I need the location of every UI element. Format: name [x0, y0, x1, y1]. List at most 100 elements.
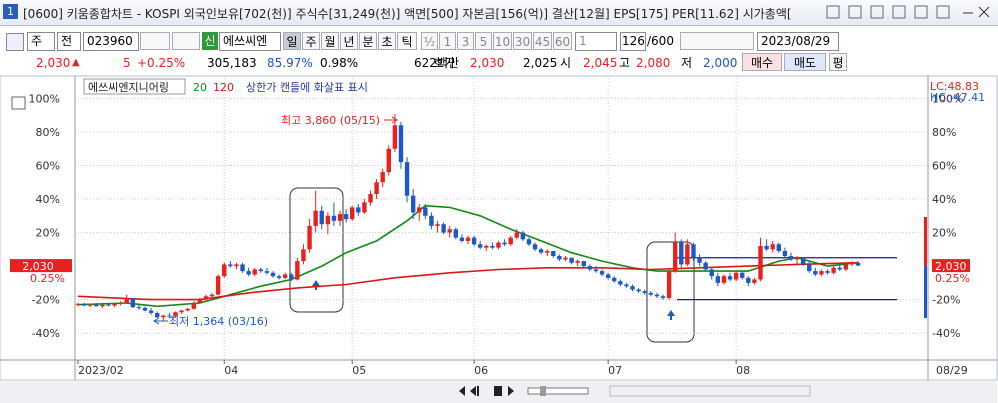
- candle-body: [599, 271, 605, 275]
- candle-body: [276, 276, 282, 278]
- candle-body: [124, 297, 129, 303]
- candle-body: [636, 289, 641, 292]
- candle-body: [776, 244, 781, 252]
- candle-body: [94, 304, 99, 307]
- high-label: 고: [619, 56, 631, 70]
- candle-body: [106, 304, 111, 306]
- minute-button[interactable]: 60: [553, 32, 572, 50]
- candle-body: [477, 244, 483, 248]
- interval-button[interactable]: 주: [302, 32, 320, 50]
- avg-button[interactable]: 평: [829, 53, 847, 71]
- date-input[interactable]: 2023/08/29: [757, 32, 839, 51]
- tool-buttons[interactable]: [680, 32, 754, 50]
- candle-body: [313, 210, 318, 226]
- candle-body: [161, 315, 166, 318]
- interval-button[interactable]: 년: [340, 32, 358, 50]
- search-button[interactable]: [140, 32, 170, 50]
- candle-body: [733, 272, 739, 280]
- minute-button[interactable]: 10: [493, 32, 512, 50]
- y-tick-label: 80%: [36, 126, 60, 139]
- candle-body: [179, 310, 184, 313]
- candle-body: [343, 214, 349, 220]
- new-badge[interactable]: 신: [202, 32, 218, 50]
- x-tick-label: 2023/02: [78, 364, 124, 377]
- stock-name: 에쓰씨엔지: [219, 32, 281, 51]
- sound-button[interactable]: [172, 32, 200, 50]
- candle-body: [222, 264, 227, 277]
- candle-body: [764, 245, 769, 250]
- minute-button[interactable]: 45: [533, 32, 552, 50]
- grid-icon[interactable]: [11, 96, 26, 110]
- y-tick-label-right: 20%: [932, 227, 956, 240]
- candle-body: [282, 274, 288, 278]
- period-select[interactable]: 주: [27, 32, 55, 51]
- half-button[interactable]: ½: [421, 32, 438, 50]
- candle-body: [252, 269, 257, 275]
- price-arrow: ▲: [72, 57, 80, 68]
- candle-body: [551, 251, 556, 257]
- window-icon[interactable]: 1: [3, 4, 18, 19]
- candle-body: [691, 244, 696, 258]
- candle-body: [514, 232, 519, 238]
- highlight-box: [289, 187, 344, 313]
- candle-body: [746, 277, 751, 283]
- candle-body: [459, 237, 465, 241]
- candle-body: [246, 271, 251, 275]
- ask: 2,030: [470, 56, 505, 70]
- candle-body: [612, 277, 617, 282]
- candle-body: [356, 207, 361, 213]
- candle-body: [240, 264, 245, 272]
- x-tick-label: 07: [608, 364, 622, 377]
- candle-body: [855, 262, 861, 266]
- title-bar: 1 [0600] 키움종합차트 - KOSPI 외국인보유[702(천)] 주식…: [0, 0, 998, 26]
- x-tick-label: 08: [736, 364, 750, 377]
- candle-body: [392, 125, 398, 149]
- candle-body: [575, 261, 580, 263]
- interval-button[interactable]: 분: [359, 32, 377, 50]
- buy-button[interactable]: 매수: [742, 53, 782, 71]
- interval-button[interactable]: 일: [283, 32, 301, 50]
- candle-body: [496, 242, 501, 248]
- y-tick-label: 100%: [29, 92, 60, 105]
- sell-button[interactable]: 매도: [784, 53, 826, 71]
- volume-ratio: 85.97%: [267, 56, 313, 70]
- candle-body: [270, 272, 276, 277]
- candle-body: [136, 307, 142, 309]
- candle-body: [331, 215, 337, 221]
- candle-body: [605, 274, 611, 278]
- ask-label: 호가: [433, 56, 456, 70]
- moving-average: [77, 261, 859, 301]
- candle-body: [81, 303, 87, 306]
- price: 2,030: [36, 56, 71, 70]
- candle-body: [75, 303, 81, 305]
- candle-body: [618, 281, 623, 285]
- count-input[interactable]: 126: [620, 32, 646, 51]
- legend-name: 에쓰씨엔지니어링: [88, 81, 169, 94]
- market-select[interactable]: 전: [57, 32, 81, 51]
- candle-body: [142, 308, 148, 311]
- change: 5: [123, 56, 131, 70]
- candle-body: [173, 312, 178, 317]
- minute-button[interactable]: 1: [439, 32, 456, 50]
- legend-series: 20: [193, 81, 207, 94]
- menu-icon[interactable]: [6, 33, 24, 51]
- candle-body: [502, 242, 507, 245]
- window-buttons[interactable]: [825, 3, 995, 22]
- unit-select[interactable]: 1: [575, 32, 617, 51]
- count-max: /600: [647, 34, 674, 48]
- scroll-controls[interactable]: [459, 385, 811, 397]
- high-arrow: [384, 116, 398, 124]
- interval-button[interactable]: 초: [378, 32, 396, 50]
- interval-button[interactable]: 틱: [397, 32, 417, 50]
- candle-body: [197, 299, 203, 303]
- minute-button[interactable]: 3: [457, 32, 474, 50]
- minute-button[interactable]: 5: [475, 32, 492, 50]
- code-input[interactable]: 023960: [83, 32, 139, 51]
- candle-body: [508, 237, 513, 245]
- minute-button[interactable]: 30: [513, 32, 532, 50]
- candle-body: [819, 271, 824, 275]
- candle-body: [642, 291, 647, 293]
- interval-button[interactable]: 월: [321, 32, 339, 50]
- low-note: 최저 1,364 (03/16): [169, 315, 268, 328]
- x-tick-label: 05: [352, 364, 366, 377]
